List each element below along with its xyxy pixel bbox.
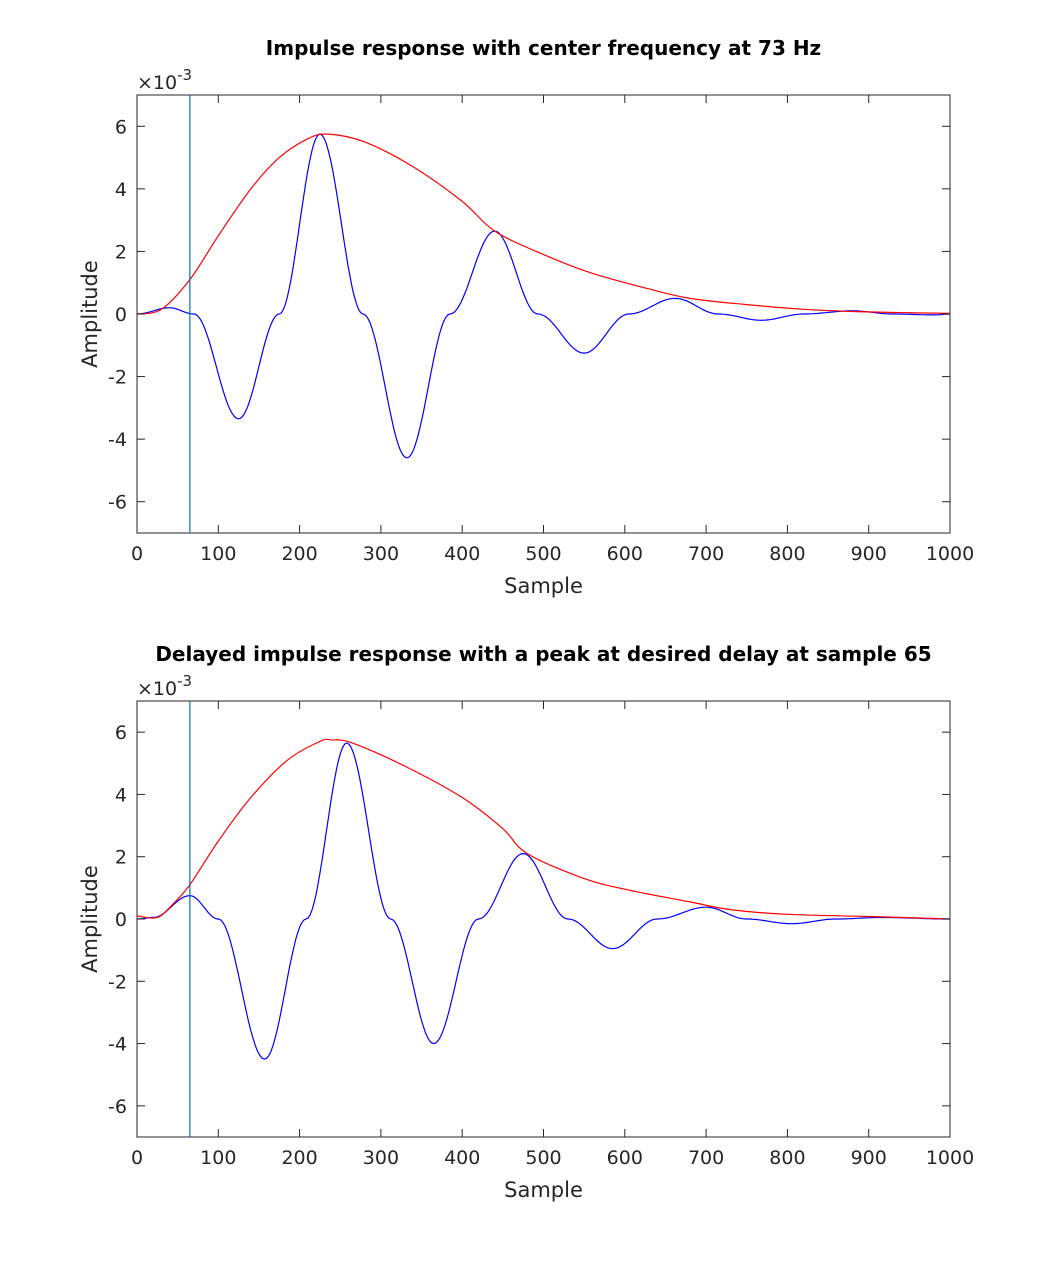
y-exponent-label: ×10-3 [137, 66, 192, 94]
x-tick-label: 400 [444, 1147, 480, 1169]
x-tick-label: 200 [281, 1147, 317, 1169]
exponent-base: ×10 [137, 72, 177, 94]
envelope-line [137, 133, 950, 315]
y-tick-label: -6 [108, 1096, 127, 1118]
y-axis-label: Amplitude [78, 260, 102, 368]
axes-box [136, 94, 951, 534]
x-tick-label: 0 [131, 1147, 143, 1169]
y-tick-label: -6 [108, 492, 127, 514]
x-tick-label: 100 [200, 543, 236, 565]
y-tick-label: 0 [115, 909, 127, 931]
y-tick-label: 2 [115, 847, 127, 869]
y-tick-label: -2 [108, 971, 127, 993]
x-tick-label: 200 [281, 543, 317, 565]
impulse-response-line [137, 133, 950, 459]
x-tick-label: 400 [444, 543, 480, 565]
x-tick-label: 600 [607, 1147, 643, 1169]
x-tick-label: 800 [769, 1147, 805, 1169]
y-tick-label: -4 [108, 1034, 127, 1056]
x-tick-label: 1000 [926, 1147, 974, 1169]
y-tick-label: 4 [115, 784, 127, 806]
x-tick-label: 700 [688, 1147, 724, 1169]
x-tick-label: 800 [769, 543, 805, 565]
x-tick-label: 900 [851, 1147, 887, 1169]
y-tick-label: 0 [115, 304, 127, 326]
chart-title: Delayed impulse response with a peak at … [155, 642, 931, 666]
x-tick-label: 500 [525, 543, 561, 565]
x-tick-label: 600 [607, 543, 643, 565]
x-tick-label: 1000 [926, 543, 974, 565]
x-tick-label: 100 [200, 1147, 236, 1169]
exponent-power: -3 [177, 672, 192, 690]
x-tick-label: 0 [131, 543, 143, 565]
x-tick-label: 300 [363, 543, 399, 565]
exponent-base: ×10 [137, 678, 177, 700]
y-axis-label: Amplitude [78, 865, 102, 973]
x-tick-label: 700 [688, 543, 724, 565]
y-tick-label: -4 [108, 429, 127, 451]
x-axis-label: Sample [504, 574, 583, 598]
x-tick-label: 900 [851, 543, 887, 565]
x-axis-label: Sample [504, 1178, 583, 1202]
y-tick-label: 6 [115, 722, 127, 744]
x-tick-label: 500 [525, 1147, 561, 1169]
subplot-1: 0 100 200 300 400 500 600 700 800 900 1000 -6 -4 -2 0 2… [78, 36, 974, 598]
subplot-2: 0 100 200 300 400 500 600 700 800 900 1000 -6 -4 -2 0 2… [78, 642, 974, 1202]
x-tick-label: 300 [363, 1147, 399, 1169]
impulse-response-line [137, 742, 950, 1060]
chart-title: Impulse response with center frequency a… [266, 36, 821, 60]
y-tick-label: 6 [115, 116, 127, 138]
y-tick-label: 4 [115, 179, 127, 201]
exponent-power: -3 [177, 66, 192, 84]
y-exponent-label: ×10-3 [137, 672, 192, 700]
y-tick-label: -2 [108, 367, 127, 389]
y-tick-label: 2 [115, 241, 127, 263]
envelope-line [137, 738, 950, 920]
